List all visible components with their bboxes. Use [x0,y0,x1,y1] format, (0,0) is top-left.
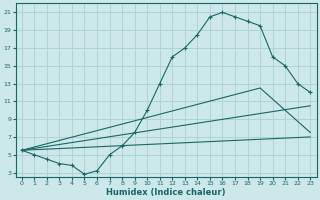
X-axis label: Humidex (Indice chaleur): Humidex (Indice chaleur) [106,188,226,197]
